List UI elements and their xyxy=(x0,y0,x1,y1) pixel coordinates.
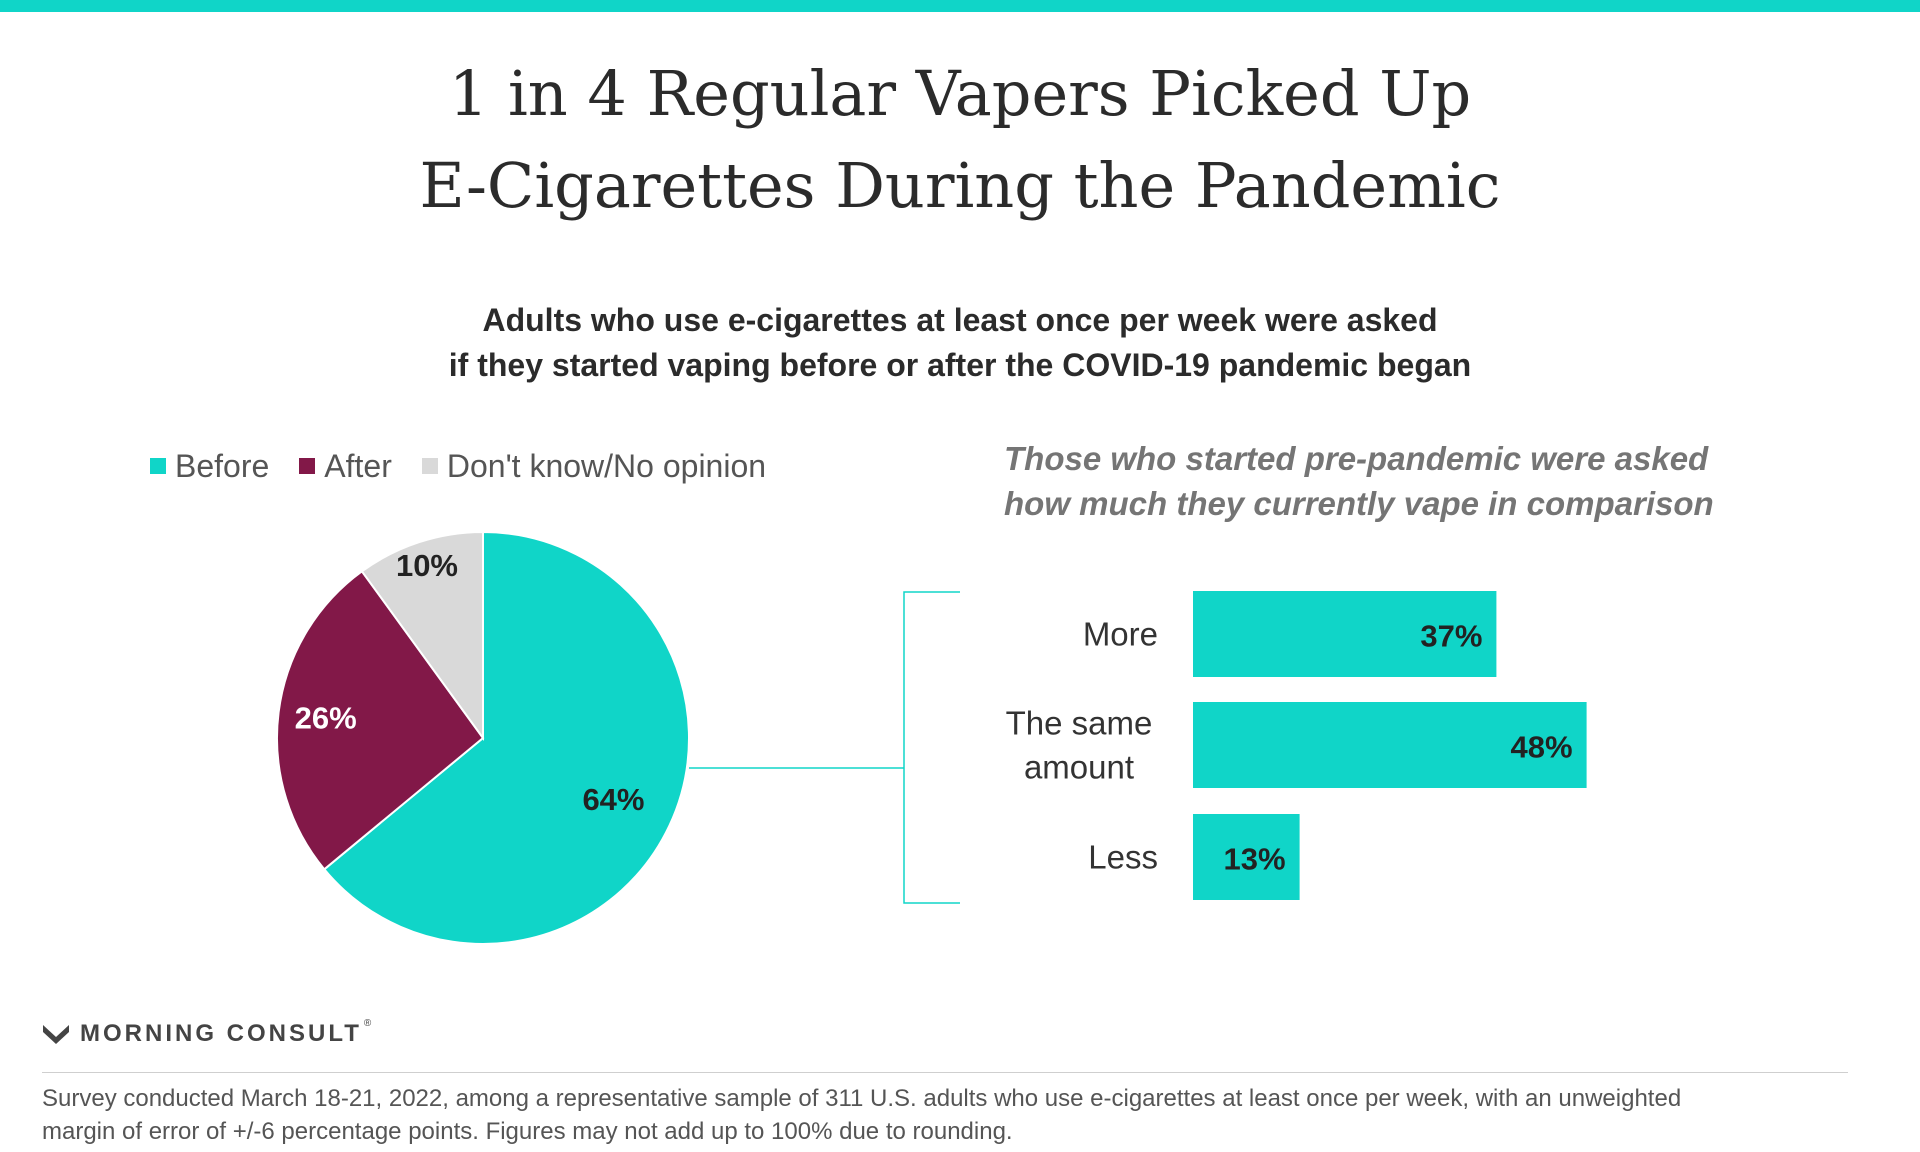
legend-label-before: Before xyxy=(175,447,270,484)
bar-chart-note-line-2: how much they currently vape in comparis… xyxy=(1004,485,1714,522)
legend-swatch-after xyxy=(299,458,316,474)
bar-value-label-more: 37% xyxy=(1420,619,1482,654)
pie-label-don-t-know-no-opinion: 10% xyxy=(396,548,458,583)
chart-title-line-1: 1 in 4 Regular Vapers Picked Up xyxy=(448,57,1472,130)
morning-consult-mark-icon xyxy=(43,1025,69,1044)
bar-category-label-less: Less xyxy=(1088,839,1158,876)
pie-slice-before xyxy=(322,530,690,945)
bar-category-label-the-same-amount: The same amount xyxy=(1006,705,1153,786)
pie-slice-after xyxy=(276,569,485,871)
pie-label-before: 64% xyxy=(582,782,644,817)
bar-chart-note: Those who started pre-pandemic were aske… xyxy=(1004,436,1804,526)
pie-label-after: 26% xyxy=(295,701,357,736)
legend-item-before: Before xyxy=(150,448,269,485)
bar-less xyxy=(1193,814,1300,900)
bracket-connector xyxy=(689,591,960,904)
legend-swatch-before xyxy=(150,458,166,474)
bracket-line xyxy=(903,591,960,904)
logo-registered-mark: ® xyxy=(363,1018,372,1029)
chart-subtitle-line-2: if they started vaping before or after t… xyxy=(448,347,1472,383)
pie-slice-don-t-know-no-opinion xyxy=(360,530,484,742)
bar-category-label-line: More xyxy=(1083,616,1158,653)
chart-title: 1 in 4 Regular Vapers Picked Up E-Cigare… xyxy=(0,48,1920,232)
bar-category-label-line: Less xyxy=(1088,839,1158,876)
bar-category-label-more: More xyxy=(1083,616,1158,653)
footer-divider xyxy=(42,1072,1848,1073)
bar-chart: 37% More 48% The same amount 13% Less xyxy=(1006,591,1587,900)
bar-category-label-line: amount xyxy=(1024,749,1134,786)
bar-value-label-less: 13% xyxy=(1224,842,1286,877)
footnote-line-2: margin of error of +/-6 percentage point… xyxy=(42,1118,1013,1145)
footnote-line-1: Survey conducted March 18-21, 2022, amon… xyxy=(42,1085,1682,1112)
bar-the-same-amount xyxy=(1193,702,1587,788)
bar-more xyxy=(1193,591,1497,677)
logo-brand-text: MORNING CONSULT xyxy=(80,1020,362,1047)
legend-label-after: After xyxy=(324,447,392,484)
top-accent-bar xyxy=(0,0,1920,12)
footnote: Survey conducted March 18-21, 2022, amon… xyxy=(42,1082,1872,1148)
morning-consult-logo: MORNING CONSULT ® xyxy=(42,1018,371,1050)
chart-canvas: 64% 26% 10% 37% More 48% The same amount 13% Les… xyxy=(276,530,1587,945)
bar-chart-note-line-1: Those who started pre-pandemic were aske… xyxy=(1004,440,1709,477)
chart-subtitle-line-1: Adults who use e-cigarettes at least onc… xyxy=(482,302,1438,338)
legend-swatch-dont-know xyxy=(421,458,438,474)
legend-item-after: After xyxy=(299,448,392,485)
chart-subtitle: Adults who use e-cigarettes at least onc… xyxy=(0,298,1920,388)
pie-chart: 64% 26% 10% xyxy=(276,530,690,945)
legend-item-dont-know: Don't know/No opinion xyxy=(421,447,767,485)
bar-category-label-line: The same xyxy=(1006,705,1153,742)
pie-legend: Before After Don't know/No opinion xyxy=(150,446,796,486)
chart-title-line-2: E-Cigarettes During the Pandemic xyxy=(419,149,1501,222)
legend-label-dont-know: Don't know/No opinion xyxy=(446,447,767,484)
bar-value-label-the-same-amount: 48% xyxy=(1511,730,1573,765)
